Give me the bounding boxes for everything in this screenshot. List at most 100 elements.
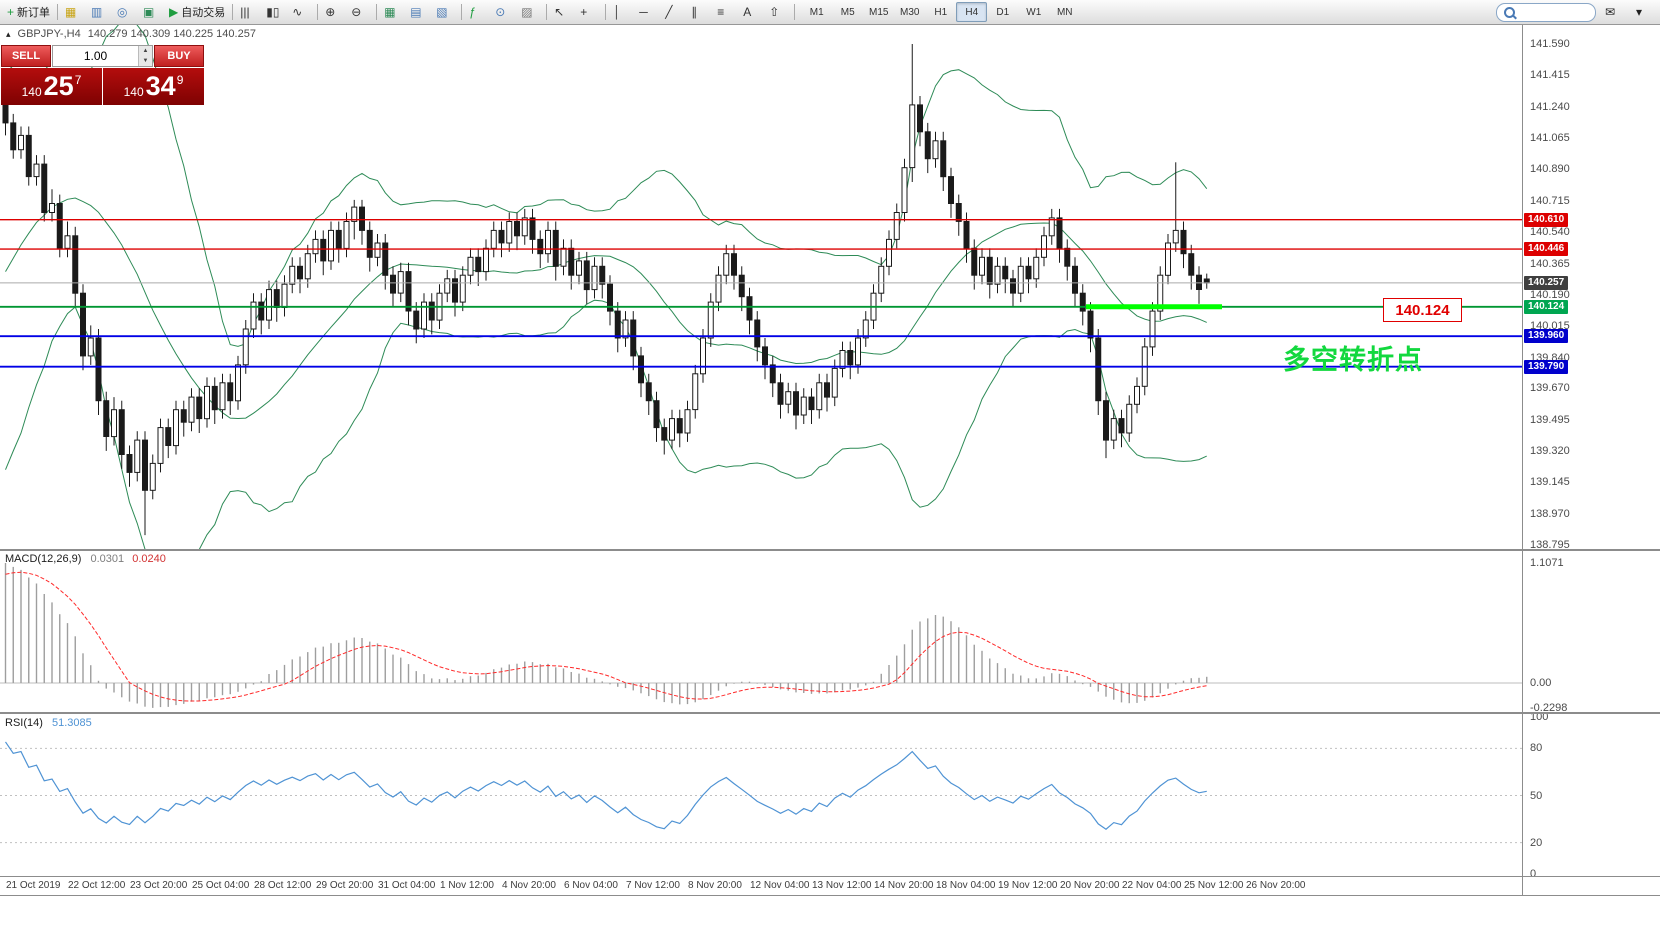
arrows-icon: ⇧ [769,5,780,19]
sell-button[interactable]: SELL [1,45,51,67]
arrange-windows-button[interactable]: ▧ [432,1,458,23]
macd-axis-label: 0.00 [1530,677,1552,689]
more-button[interactable]: ▾ [1632,1,1658,23]
time-axis-label: 23 Oct 20:00 [130,880,188,891]
price-axis-label: 139.145 [1530,476,1570,488]
sell-price-main: 25 [43,71,74,101]
bollinger-lower-band [5,299,1207,551]
buy-price-prefix: 140 [123,84,144,99]
zoom-out-button[interactable]: ⊖ [347,1,373,23]
lot-decrease-button[interactable]: ▼ [139,56,152,66]
cursor-button[interactable]: ↖ [550,1,576,23]
fibonacci-button[interactable]: ≡ [713,1,739,23]
toolbar-buttons: + 新订单 ▦ ▥ ◎ ▣ ▶ 自动交易 ||| ▮▯ ∿ ⊕ ⊖ ▦ ▤ ▧ ƒ ⊙ ▨ ↖ + │ ─ ╱ ∥ ≡ A ⇧ [3,0,798,24]
time-axis-label: 19 Nov 12:00 [998,880,1058,891]
lot-increase-button[interactable]: ▲ [139,46,152,56]
timeframe-m30[interactable]: M30 [900,6,920,18]
toolbar-separator [376,4,378,20]
macd-label: MACD(12,26,9) 0.0301 0.0240 [5,553,166,565]
timeframe-w1[interactable]: W1 [1026,6,1042,18]
toolbar-right: ✉ ▾ [1496,1,1660,23]
data-window-button[interactable]: ▥ [87,1,113,23]
autotrading-button[interactable]: ▶ 自动交易 [165,1,229,23]
line-chart-button[interactable]: ∿ [288,1,314,23]
market-watch-button[interactable]: ▦ [61,1,87,23]
cascade-windows-button[interactable]: ▤ [406,1,432,23]
channel-icon: ∥ [691,5,698,19]
lot-spinner: ▲ ▼ [138,46,152,66]
timeframe-h4[interactable]: H4 [956,2,988,22]
candles-layer [2,44,1210,536]
crosshair-button[interactable]: + [576,1,602,23]
panel-separator[interactable] [0,549,1660,551]
terminal-button[interactable]: ▣ [139,1,165,23]
time-axis-label: 25 Nov 12:00 [1184,880,1244,891]
time-axis-label: 7 Nov 12:00 [626,880,680,891]
macd-axis-label: -0.2298 [1530,702,1568,714]
time-axis-label: 4 Nov 20:00 [502,880,556,891]
time-axis-label: 8 Nov 20:00 [688,880,742,891]
cursor-icon: ↖ [554,5,565,19]
new-order-button[interactable]: + 新订单 [3,1,54,23]
mail-icon: ✉ [1605,5,1616,19]
buy-price-display[interactable]: 140 34 9 [103,68,204,105]
rsi-panel [0,741,1522,844]
buy-button[interactable]: BUY [154,45,204,67]
lot-size-input[interactable] [53,46,138,66]
candlestick-chart-button[interactable]: ▮▯ [262,1,288,23]
timeframe-m1[interactable]: M1 [809,6,824,18]
periods-button[interactable]: ⊙ [491,1,517,23]
arrange-windows-icon: ▧ [436,5,448,19]
navigator-button[interactable]: ◎ [113,1,139,23]
price-axis-label: 140.540 [1530,226,1570,238]
horizontal-line-icon: ─ [639,5,648,19]
arrows-button[interactable]: ⇧ [765,1,791,23]
templates-button[interactable]: ▨ [517,1,543,23]
buy-price-pip: 9 [176,73,184,87]
bar-chart-button[interactable]: ||| [236,1,262,23]
tile-windows-button[interactable]: ▦ [380,1,406,23]
timeframe-h1[interactable]: H1 [934,6,948,18]
main-chart[interactable] [0,24,1522,551]
toolbar-separator [57,4,59,20]
trendline-button[interactable]: ╱ [661,1,687,23]
terminal-icon: ▣ [143,5,155,19]
timeframe-m15[interactable]: M15 [869,6,889,18]
time-axis-label: 22 Oct 12:00 [68,880,126,891]
text-button[interactable]: A [739,1,765,23]
panel-separator[interactable] [0,712,1660,714]
price-axis-label: 138.970 [1530,508,1570,520]
price-tag-140.257: 140.257 [1524,276,1569,290]
indicators-button[interactable]: ƒ [465,1,491,23]
rsi-axis-label: 80 [1530,742,1543,754]
mail-button[interactable]: ✉ [1601,1,1627,23]
vertical-line-icon: │ [613,5,621,19]
price-callout-label[interactable]: 140.124 [1383,298,1462,322]
search-input[interactable] [1520,5,1588,19]
time-axis-label: 22 Nov 04:00 [1122,880,1182,891]
timeframe-d1[interactable]: D1 [996,6,1010,18]
channel-button[interactable]: ∥ [687,1,713,23]
indicators-icon: ƒ [469,5,476,19]
zoom-in-button[interactable]: ⊕ [321,1,347,23]
rsi-title: RSI(14) [5,717,43,729]
data-window-icon: ▥ [91,5,103,19]
price-axis-label: 139.670 [1530,382,1570,394]
price-axis-label: 141.590 [1530,38,1570,50]
vertical-line-button[interactable]: │ [609,1,635,23]
price-tag-140.124: 140.124 [1524,300,1569,314]
horizontal-line-button[interactable]: ─ [635,1,661,23]
time-axis-label: 18 Nov 04:00 [936,880,996,891]
market-watch-icon: ▦ [65,5,77,19]
timeframe-mn[interactable]: MN [1056,6,1073,18]
bollinger-middle-band [5,197,1207,420]
price-axis-label: 140.715 [1530,195,1570,207]
timeframe-m5[interactable]: M5 [840,6,855,18]
search-box[interactable] [1496,2,1596,22]
rsi-line [5,741,1207,830]
crosshair-icon: + [580,5,588,19]
sell-price-display[interactable]: 140 25 7 [1,68,102,105]
toolbar-separator [794,4,796,20]
time-axis-label: 20 Nov 20:00 [1060,880,1120,891]
